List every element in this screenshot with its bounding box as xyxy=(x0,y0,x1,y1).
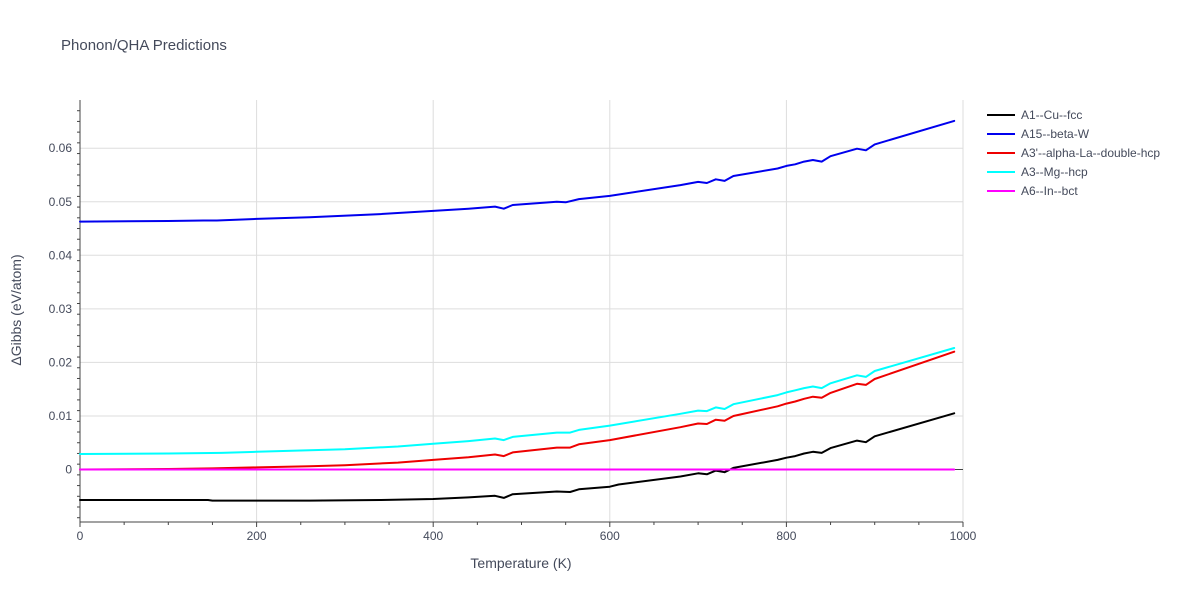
x-tick-label: 800 xyxy=(776,529,796,543)
plot-area xyxy=(79,119,956,502)
gridlines xyxy=(80,100,964,522)
x-tick-label: 1000 xyxy=(950,529,977,543)
x-tick-label: 600 xyxy=(600,529,620,543)
legend-label: A6--In--bct xyxy=(1021,184,1078,198)
series-line-A15--beta-W xyxy=(79,119,956,223)
y-tick-label: 0.02 xyxy=(49,355,73,369)
y-tick-label: 0.04 xyxy=(49,248,73,262)
x-tick-label: 0 xyxy=(77,529,84,543)
legend-label: A15--beta-W xyxy=(1021,127,1090,141)
x-tick-label: 200 xyxy=(247,529,267,543)
legend-label: A3'--alpha-La--double-hcp xyxy=(1021,146,1160,160)
axes: 0 200 400 600 800 1000 0 0.01 0.02 0.03 0.04 0.05 0.… xyxy=(49,100,977,543)
y-tick-label: 0.03 xyxy=(49,302,73,316)
y-tick-label: 0.06 xyxy=(49,141,73,155)
legend: A1--Cu--fcc A15--beta-W A3'--alpha-La--dou… xyxy=(987,108,1160,198)
series-line-A3'--alpha-La--double-hcp xyxy=(79,350,956,471)
y-tick-label: 0 xyxy=(65,463,72,477)
series-line-A1--Cu--fcc xyxy=(79,412,956,502)
x-axis-title: Temperature (K) xyxy=(470,555,571,571)
y-tick-label: 0.05 xyxy=(49,195,73,209)
chart-title: Phonon/QHA Predictions xyxy=(61,37,227,54)
legend-label: A3--Mg--hcp xyxy=(1021,165,1088,179)
x-tick-label: 400 xyxy=(423,529,443,543)
y-axis-title: ΔGibbs (eV/atom) xyxy=(8,254,24,365)
y-tick-label: 0.01 xyxy=(49,409,73,423)
series-line-A3--Mg--hcp xyxy=(79,347,956,455)
legend-label: A1--Cu--fcc xyxy=(1021,108,1082,122)
